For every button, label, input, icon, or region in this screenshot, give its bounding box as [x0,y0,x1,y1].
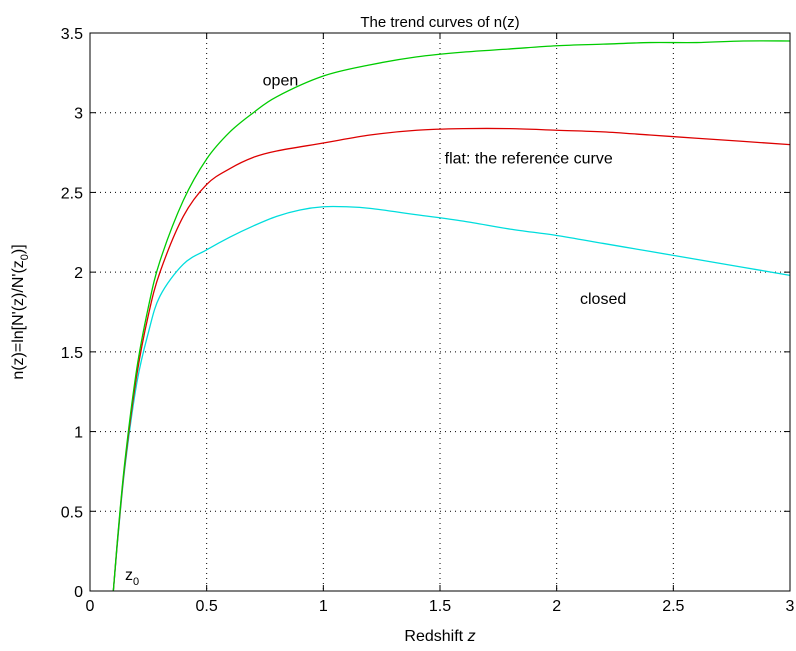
x-axis-label-variable: z [467,628,476,645]
y-tick-label: 1 [74,425,83,442]
annotation-label: z0 [125,567,139,588]
series-line-flat [112,127,791,592]
y-tick-label: 0 [74,584,83,601]
annotation-text: flat: the reference curve [445,151,613,168]
x-tick-label: 2.5 [662,598,684,615]
y-axis-label-subscript: 0 [19,254,31,260]
x-tick-label: 1 [319,598,328,615]
annotations: open flat: the reference curve closed z0 [125,73,626,588]
x-tick-label: 0 [86,598,95,615]
annotation-label: flat: the reference curve [445,151,613,168]
x-tick-label: 0.5 [196,598,218,615]
x-axis-label-text: Redshift [404,628,467,645]
y-axis-label: n(z)=ln[N'(z)/N'(z0)] [10,244,31,379]
y-tick-label: 3.5 [61,26,83,43]
y-tick-label: 0.5 [61,504,83,521]
y-tick-label: 1.5 [61,345,83,362]
axis-ticks: 0 0.5 1 1.5 2 2.5 3 0 0.5 1 1.5 2 2.5 3 3.5 [61,26,795,615]
chart-title: The trend curves of n(z) [360,14,519,31]
plot-background [90,33,790,591]
annotation-label: open [263,73,299,90]
x-axis-label: Redshift z [404,628,475,645]
series-layer [112,40,791,592]
annotation-text: z [125,567,133,584]
series-line-open [112,40,791,592]
y-tick-label: 2.5 [61,185,83,202]
x-tick-label: 1.5 [429,598,451,615]
annotation-text: open [263,73,299,90]
y-tick-label: 2 [74,265,83,282]
y-axis-label-suffix: )] [10,244,27,254]
x-tick-label: 2 [552,598,561,615]
x-tick-label: 3 [786,598,795,615]
annotation-subscript: 0 [133,576,139,588]
series-line-closed [112,205,791,592]
annotation-label: closed [580,291,626,308]
y-axis-label-text: n(z)=ln[N'(z)/N'(z [10,260,27,379]
annotation-text: closed [580,291,626,308]
grid [90,33,790,591]
y-tick-label: 3 [74,106,83,123]
